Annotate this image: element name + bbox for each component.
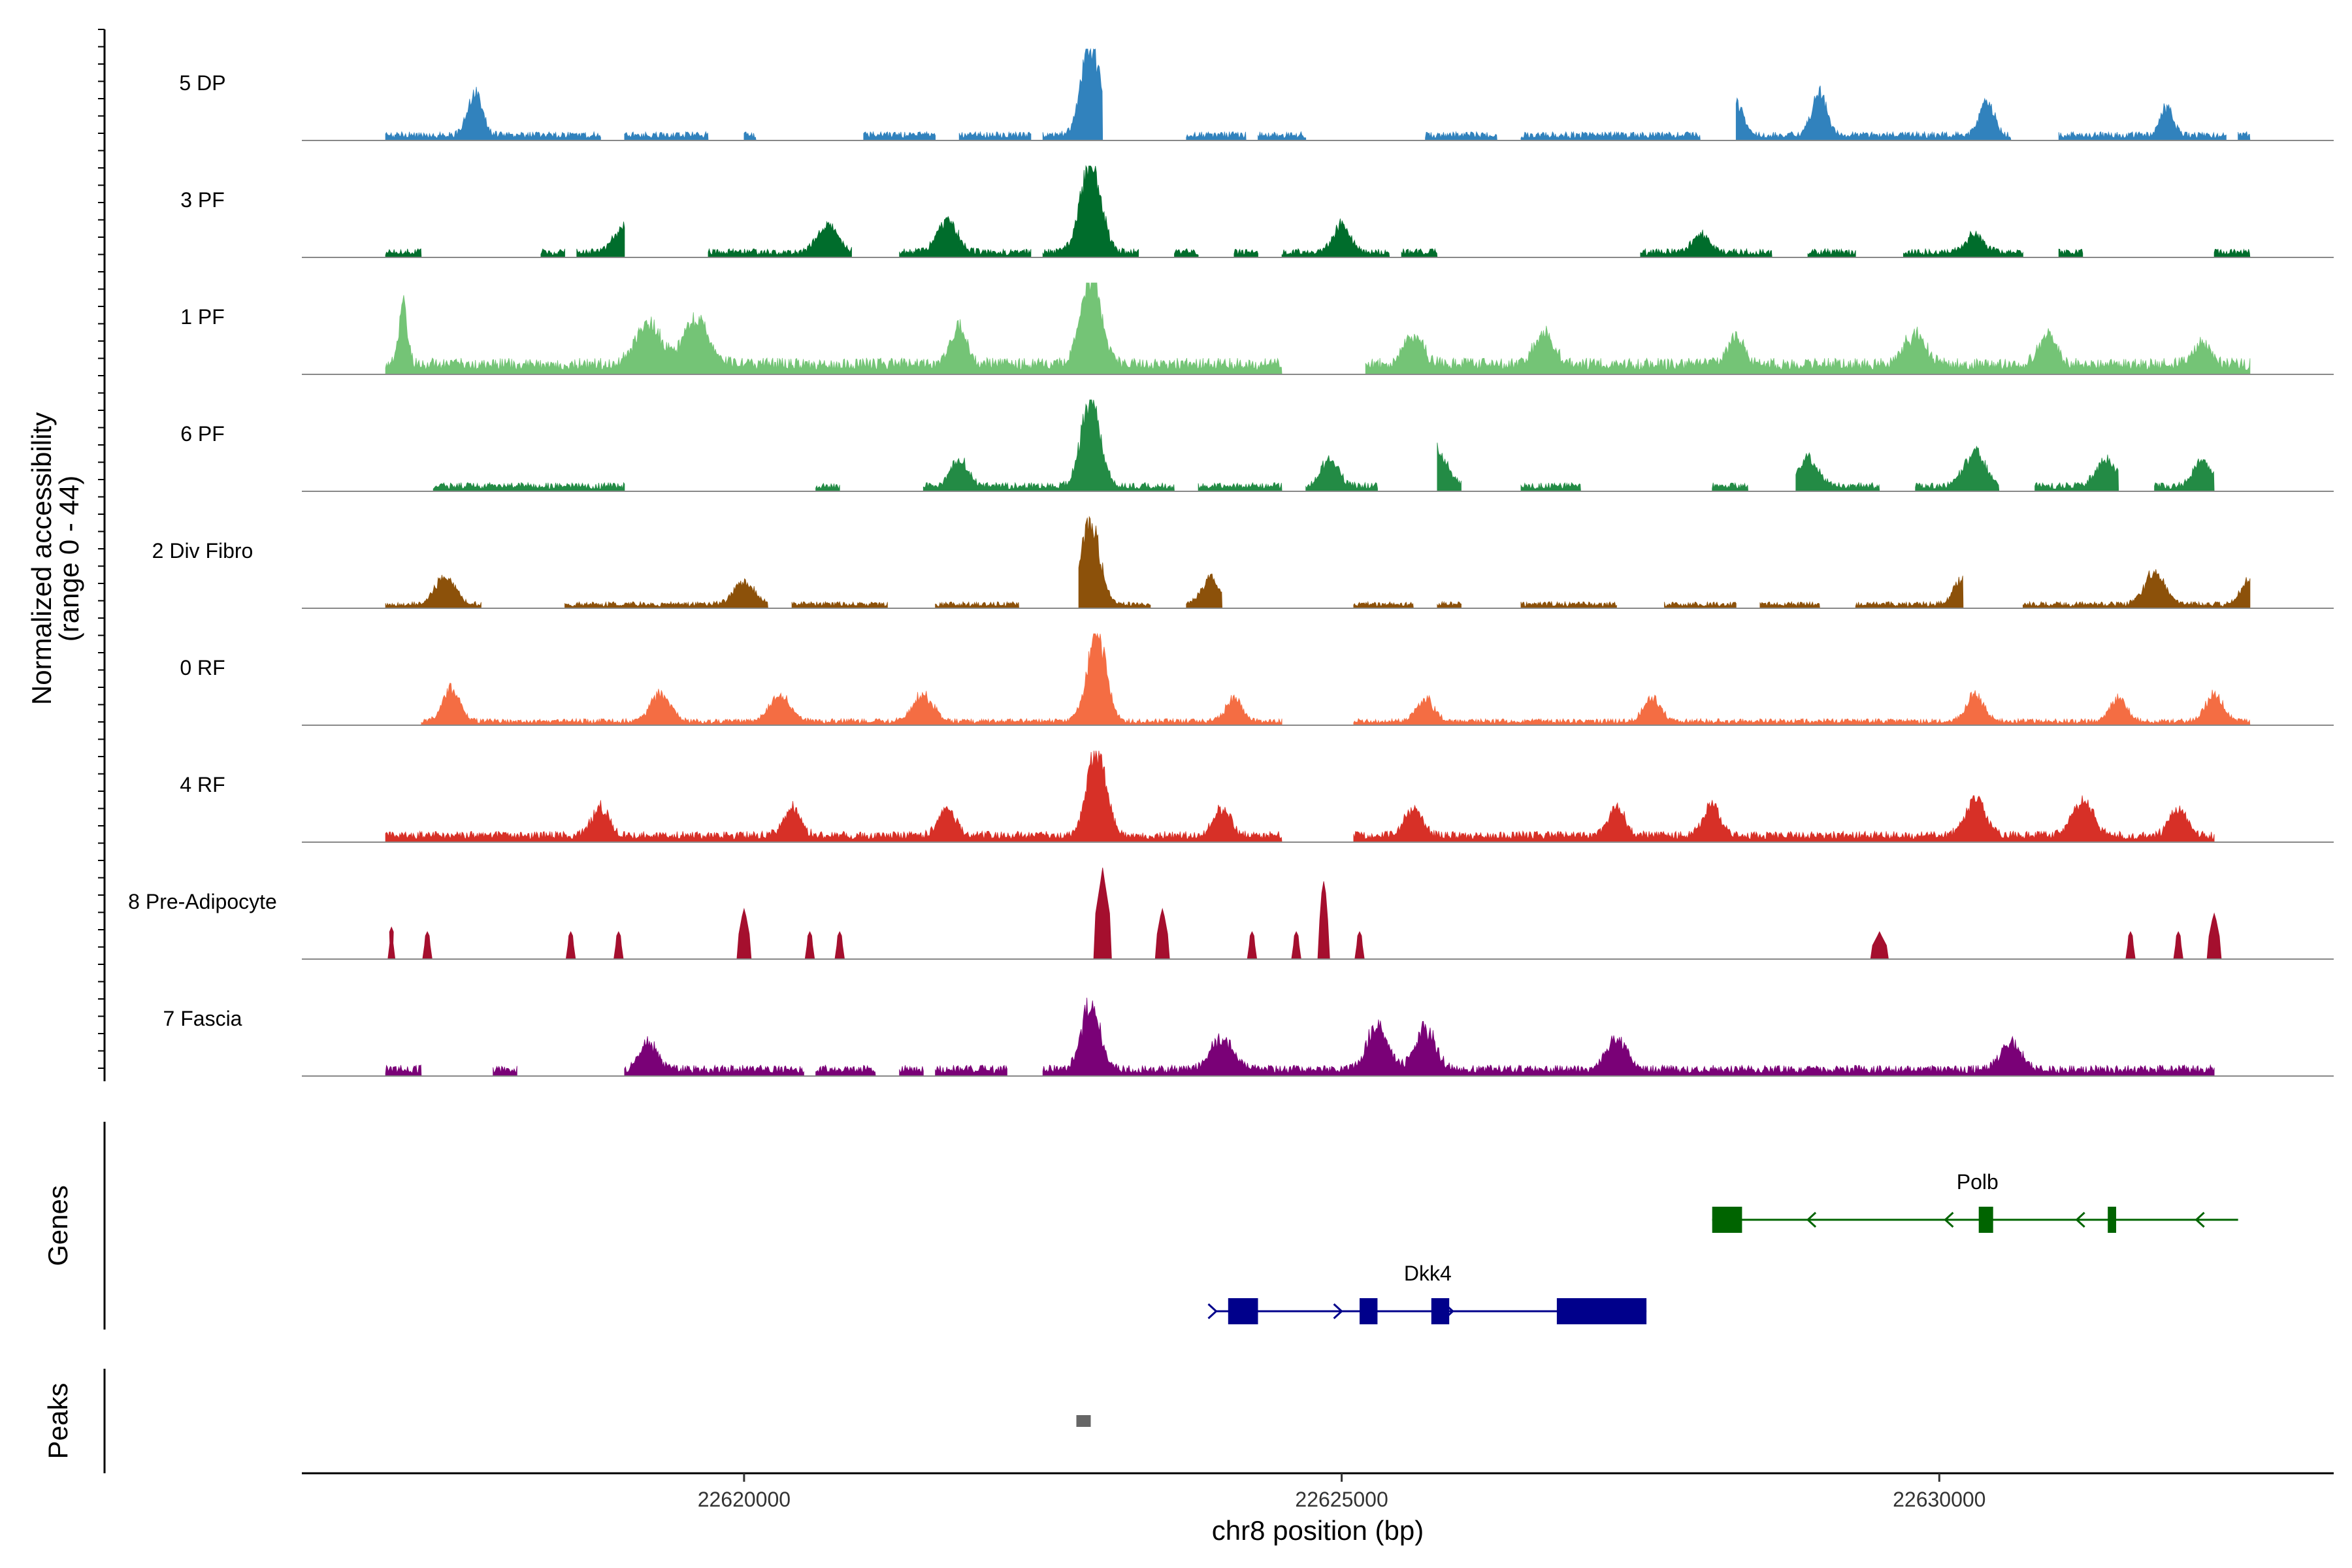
track-6: 4 RF <box>180 750 2334 843</box>
track-area <box>387 867 2222 960</box>
track-0: 5 DP <box>179 48 2334 141</box>
track-5: 0 RF <box>180 632 2334 726</box>
gene-exon <box>1978 1207 1993 1233</box>
y-axis-title-line2: (range 0 - 44) <box>54 476 84 642</box>
gene-strand-arrow <box>1806 1211 1817 1228</box>
track-label: 3 PF <box>180 188 225 212</box>
track-label: 5 DP <box>179 71 225 95</box>
gene-0: Polb <box>1712 1170 2238 1233</box>
gene-1: Dkk4 <box>1207 1262 1647 1324</box>
x-tick-label: 22630000 <box>1893 1488 1985 1511</box>
x-tick-label: 22625000 <box>1295 1488 1388 1511</box>
track-3: 6 PF <box>180 399 2334 492</box>
track-area <box>421 632 2251 726</box>
gene-strand-arrow <box>2075 1211 2085 1228</box>
gene-exon <box>1431 1298 1450 1324</box>
peak-region <box>1076 1415 1091 1427</box>
gene-exon <box>2108 1207 2116 1233</box>
peaks-panel <box>1076 1415 1091 1427</box>
track-area <box>385 515 2251 609</box>
gene-exon <box>1228 1298 1258 1324</box>
track-label: 4 RF <box>180 773 225 796</box>
track-area <box>433 399 2215 492</box>
gene-exon <box>1556 1298 1647 1324</box>
x-axis-title: chr8 position (bp) <box>1212 1515 1424 1546</box>
track-label: 8 Pre-Adipocyte <box>128 890 277 913</box>
gene-strand-arrow <box>2195 1211 2205 1228</box>
peaks-panel-title: Peaks <box>42 1383 73 1460</box>
track-7: 8 Pre-Adipocyte <box>128 867 2334 960</box>
track-label: 0 RF <box>180 656 225 679</box>
gene-label: Polb <box>1957 1170 1999 1194</box>
track-label: 6 PF <box>180 422 225 446</box>
track-1: 3 PF <box>180 165 2334 258</box>
gene-exon <box>1360 1298 1378 1324</box>
gene-strand-arrow <box>1944 1211 1954 1228</box>
track-area <box>385 48 2251 141</box>
genes-panel: Polb Dkk4 <box>1207 1170 2238 1324</box>
gene-strand-arrow <box>1444 1303 1454 1320</box>
track-label: 7 Fascia <box>163 1007 242 1030</box>
track-4: 2 Div Fibro <box>152 515 2334 609</box>
genes-panel-title: Genes <box>42 1185 73 1266</box>
accessibility-y-title: Normalized accessibility (range 0 - 44) <box>26 412 84 705</box>
gene-strand-arrow <box>1207 1303 1218 1320</box>
gene-label: Dkk4 <box>1404 1262 1452 1285</box>
track-2: 1 PF <box>180 282 2334 375</box>
x-tick-label: 22620000 <box>698 1488 791 1511</box>
track-label: 1 PF <box>180 305 225 329</box>
track-area <box>385 750 2215 843</box>
track-area <box>385 282 2251 375</box>
track-label: 2 Div Fibro <box>152 539 253 563</box>
track-area <box>385 165 2251 258</box>
accessibility-tracks: 5 DP 3 PF 1 PF 6 PF 2 Div Fibro 0 RF 4 RF 8 Pre… <box>128 48 2334 1077</box>
gene-strand-arrow <box>1333 1303 1343 1320</box>
x-axis-ticks: 22620000 22625000 22630000 <box>698 1473 1985 1511</box>
track-8: 7 Fascia <box>163 998 2334 1077</box>
accessibility-y-ticks <box>98 29 105 1069</box>
y-axis-title-line1: Normalized accessibility <box>26 412 57 705</box>
track-area <box>385 998 2215 1077</box>
gene-exon <box>1712 1207 1742 1233</box>
